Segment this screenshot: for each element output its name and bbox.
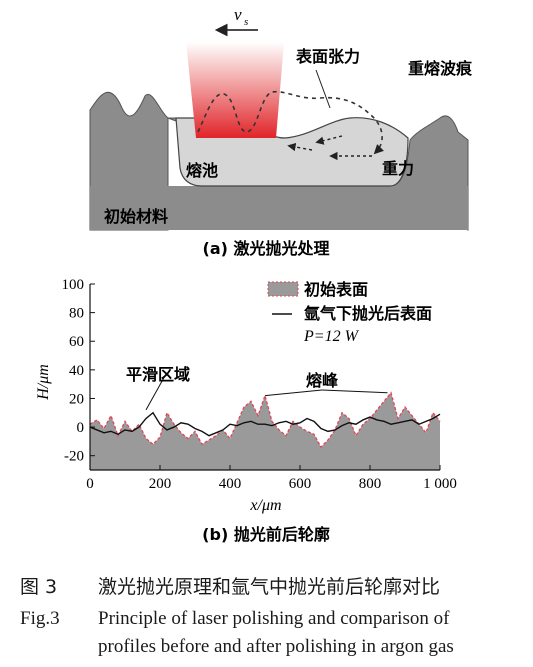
label-gravity: 重力	[382, 159, 414, 178]
series-initial-edge	[89, 391, 441, 449]
x-tick-label: 200	[149, 476, 172, 492]
subcaption-a: (a) 激光抛光处理	[203, 239, 330, 258]
caption-cn-text: 激光抛光原理和氩气中抛光前后轮廓对比	[98, 576, 441, 598]
x-axis-label: x/μm	[249, 497, 281, 514]
annotation-melt-peak: 熔峰	[306, 371, 339, 390]
annotation-leader	[264, 389, 323, 397]
figure-caption: 图 3 激光抛光原理和氩气中抛光前后轮廓对比 Fig.3 Principle o…	[0, 558, 533, 667]
gravity-arrows	[287, 135, 372, 161]
label-surface-tension: 表面张力	[295, 47, 360, 66]
x-tick-label: 1 000	[423, 476, 457, 492]
y-tick-label: 80	[69, 306, 84, 322]
flow-path-dashed	[197, 90, 384, 155]
x-tick-label: 400	[219, 476, 242, 492]
subcaption-b: (b) 抛光前后轮廓	[202, 525, 330, 544]
x-tick-label: 600	[289, 476, 312, 492]
x-tick-label: 0	[86, 476, 94, 492]
legend-power: P=12 W	[303, 328, 360, 345]
y-axis-label: H/μm	[35, 364, 52, 401]
panel-a-schematic: v s 表面张力 重熔波痕 熔池 重力 初始材料 (a) 激光抛光处理	[0, 0, 533, 260]
legend: 初始表面 氩气下抛光后表面 P=12 W	[267, 280, 432, 345]
y-tick-label: 60	[69, 334, 84, 350]
series-initial-area	[90, 392, 440, 470]
label-base-material: 初始材料	[104, 207, 168, 226]
caption-en-number: Fig.3	[20, 608, 60, 629]
legend-swatch-initial	[267, 281, 299, 297]
annotation-leader	[321, 389, 388, 394]
base-slab	[90, 186, 468, 230]
speed-symbol: v	[234, 5, 242, 24]
panel-b-chart: 100 80 60 40 20 0 -20 0 200 400 600 800 1 000 H/μm x…	[0, 262, 533, 552]
y-tick-label: 20	[69, 391, 84, 407]
laser-beam	[186, 42, 284, 138]
y-tick-label: 0	[77, 420, 85, 436]
legend-label-polished: 氩气下抛光后表面	[303, 304, 432, 323]
annotation-smooth-region: 平滑区域	[126, 365, 190, 384]
series-polished-line	[89, 411, 441, 437]
caption-en-line2: profiles before and after polishing in a…	[98, 636, 454, 657]
legend-label-initial: 初始表面	[304, 280, 368, 299]
caption-en-line1: Principle of laser polishing and compari…	[98, 608, 450, 629]
x-tick-label: 800	[359, 476, 382, 492]
schematic-svg: v s 表面张力 重熔波痕 熔池 重力 初始材料 (a) 激光抛光处理	[89, 5, 473, 258]
annotation-leader	[145, 373, 167, 411]
caption-cn-number: 图 3	[20, 576, 58, 598]
y-tick-label: 100	[62, 277, 85, 293]
label-remelt-ripple: 重熔波痕	[408, 59, 473, 78]
y-tick-label: 40	[69, 363, 84, 379]
speed-subscript: s	[244, 16, 248, 28]
y-tick-label: -20	[64, 449, 84, 465]
label-melt-pool: 熔池	[186, 161, 218, 180]
